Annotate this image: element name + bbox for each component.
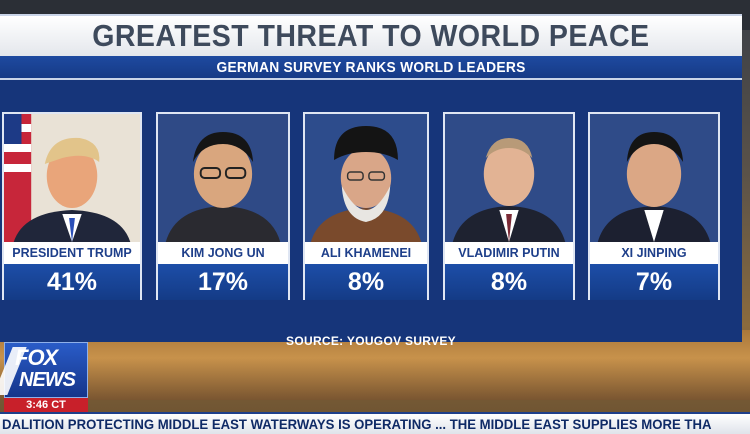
leader-percent: 8%	[347, 267, 385, 296]
leader-name: XI JINPING	[621, 246, 687, 260]
name-strip: KIM JONG UN	[158, 242, 288, 264]
percent-strip: 17%	[158, 264, 288, 300]
fox-news-logo: FOX NEWS	[0, 342, 88, 398]
leader-card-trump: PRESIDENT TRUMP 41%	[2, 112, 142, 300]
graphic-subtitle: GERMAN SURVEY RANKS WORLD LEADERS	[216, 58, 526, 76]
percent-strip: 8%	[445, 264, 573, 300]
ticker-text: DALITION PROTECTING MIDDLE EAST WATERWAY…	[2, 416, 712, 432]
graphic-title: GREATEST THREAT TO WORLD PEACE	[92, 18, 650, 53]
leader-cards: PRESIDENT TRUMP 41% KIM JONG UN	[0, 112, 742, 302]
percent-strip: 41%	[4, 264, 140, 300]
leader-name: VLADIMIR PUTIN	[458, 246, 560, 260]
leader-card-khamenei: ALI KHAMENEI 8%	[303, 112, 429, 300]
logo-word-fox: FOX	[15, 345, 58, 370]
source-credit: SOURCE: YOUGOV SURVEY	[286, 334, 456, 348]
portrait-xi	[590, 114, 718, 242]
survey-graphic-panel: GREATEST THREAT TO WORLD PEACE GERMAN SU…	[0, 14, 742, 348]
time-display: 3:46 CT	[4, 398, 88, 412]
percent-strip: 8%	[305, 264, 427, 300]
leader-card-kim: KIM JONG UN 17%	[156, 112, 290, 300]
portrait-trump	[4, 114, 140, 242]
leader-card-xi: XI JINPING 7%	[588, 112, 720, 300]
name-strip: ALI KHAMENEI	[305, 242, 427, 264]
leader-percent: 8%	[490, 267, 528, 296]
leader-percent: 7%	[635, 267, 673, 296]
leader-percent: 41%	[46, 267, 98, 296]
portrait-putin	[445, 114, 573, 242]
news-ticker: DALITION PROTECTING MIDDLE EAST WATERWAY…	[0, 412, 750, 434]
subtitle-bar: GERMAN SURVEY RANKS WORLD LEADERS	[0, 56, 742, 80]
leader-name: ALI KHAMENEI	[320, 246, 412, 260]
portrait-khamenei	[305, 114, 427, 242]
portrait-kim	[158, 114, 288, 242]
name-strip: XI JINPING	[590, 242, 718, 264]
leader-percent: 17%	[197, 267, 249, 296]
percent-strip: 7%	[590, 264, 718, 300]
name-strip: VLADIMIR PUTIN	[445, 242, 573, 264]
leader-name: KIM JONG UN	[181, 246, 265, 260]
leader-name: PRESIDENT TRUMP	[12, 246, 132, 260]
logo-word-news: NEWS	[19, 369, 76, 391]
name-strip: PRESIDENT TRUMP	[4, 242, 140, 264]
title-bar: GREATEST THREAT TO WORLD PEACE	[0, 16, 742, 56]
leader-card-putin: VLADIMIR PUTIN 8%	[443, 112, 575, 300]
